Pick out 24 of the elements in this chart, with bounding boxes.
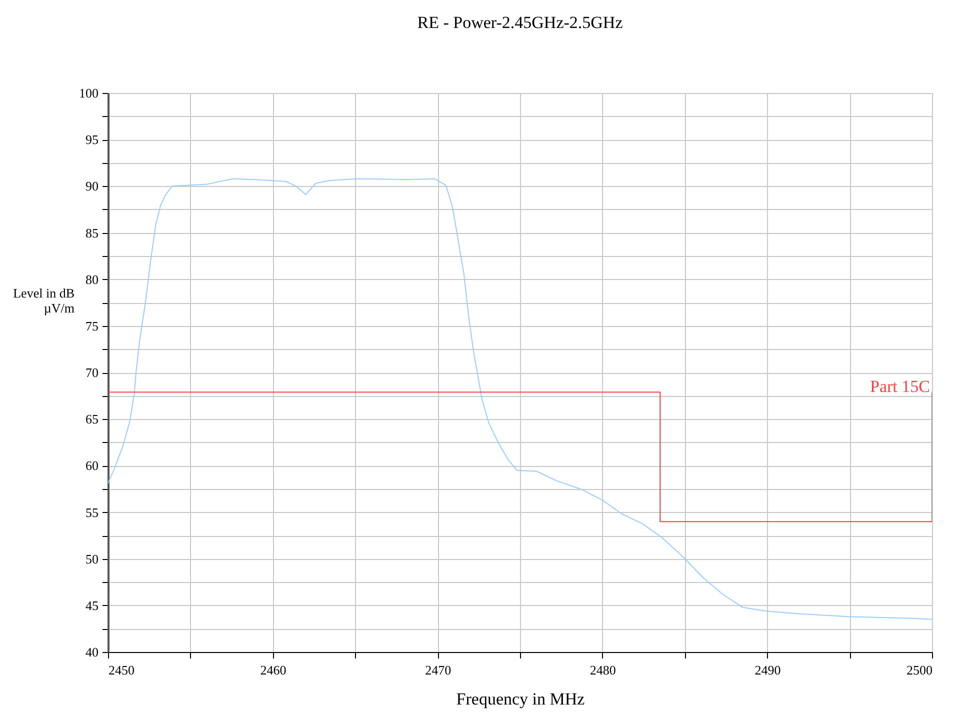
chart-title: RE - Power-2.45GHz-2.5GHz — [417, 13, 624, 32]
y-tick-label: 75 — [86, 318, 98, 334]
x-tick-label: 2490 — [754, 662, 781, 678]
y-tick-label: 100 — [79, 86, 98, 100]
y-tick-label: 50 — [86, 551, 98, 566]
y-tick-label: 65 — [86, 412, 98, 427]
y-tick-label: 45 — [86, 598, 98, 613]
series-label: Part 15C — [870, 377, 930, 396]
x-tick-label: 2500 — [906, 662, 932, 678]
x-tick-label: 2460 — [260, 662, 286, 678]
x-tick-label: 2450 — [108, 662, 134, 678]
x-tick-label: 2480 — [590, 662, 616, 678]
x-tick-label: 2470 — [425, 662, 452, 678]
y-tick-label: 85 — [86, 225, 98, 240]
y-tick-label: 70 — [86, 365, 98, 380]
line-series — [108, 178, 932, 620]
y-tick-label: 60 — [86, 458, 98, 474]
y-tick-label: 55 — [86, 504, 98, 520]
x-axis-title: Frequency in MHz — [456, 690, 586, 708]
y-tick-label: 40 — [86, 644, 98, 660]
y-tick-label: 80 — [86, 272, 98, 287]
y-tick-label: 95 — [86, 132, 98, 148]
y-tick-label: 90 — [86, 178, 98, 194]
y-axis-title: Level in dB µV/m — [13, 286, 75, 316]
